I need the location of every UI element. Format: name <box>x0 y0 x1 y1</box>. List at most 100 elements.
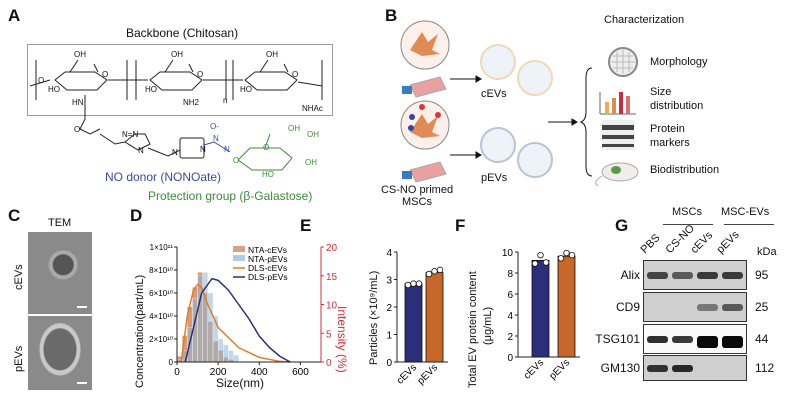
ytick-label: 4 <box>507 311 513 322</box>
band <box>722 336 743 348</box>
d-ytick-label: 2×10¹⁰ <box>149 335 173 344</box>
d-xlabel: Size(nm) <box>216 376 265 390</box>
item-protein-markers: Protein markers <box>650 123 690 149</box>
primed-cell-icon <box>400 100 450 150</box>
protection-group-label: Protection group (β-Galastose) <box>148 189 313 203</box>
legend-swatch <box>233 246 245 252</box>
d-ylabel: Concentration(part/mL) <box>134 274 146 388</box>
protein-label: CD9 <box>615 300 640 314</box>
pev-vesicles-icon <box>480 127 553 178</box>
legend-swatch <box>233 255 245 261</box>
bar-pevs <box>425 272 444 363</box>
kda-value: 25 <box>755 300 769 314</box>
band <box>672 336 693 343</box>
tem-title: TEM <box>48 217 72 229</box>
item-morphology: Morphology <box>650 56 708 68</box>
line-dls-pevs <box>184 277 291 363</box>
mouse-icon <box>595 162 639 187</box>
mscs-divider <box>663 224 713 225</box>
characterization-title: Characterization <box>604 14 685 26</box>
primed-mscs-label: CS-NO primed MSCs <box>372 184 462 208</box>
d-y2tick-label: 5 <box>326 329 332 340</box>
data-point <box>542 259 550 266</box>
grid-icon <box>608 47 638 77</box>
chitosan-structure <box>29 59 323 171</box>
d-y2label: Intensity (%) <box>335 306 349 373</box>
item-size-distribution: Size distribution <box>650 86 704 112</box>
kda-label: kDa <box>757 246 777 258</box>
data-point <box>563 249 570 257</box>
blot-alix <box>643 260 747 290</box>
pevs-label: pEVs <box>481 172 508 184</box>
backbone-title: Backbone (Chitosan) <box>126 26 239 40</box>
protein-label: Alix <box>620 268 640 282</box>
item-biodistribution: Biodistribution <box>650 164 720 176</box>
band <box>672 365 693 372</box>
band <box>697 272 718 279</box>
blot-gm130 <box>643 355 747 381</box>
xtick-label-cevs: cEVs <box>395 362 419 386</box>
hist-bar-nta-pevs <box>233 354 239 363</box>
panel-label-d: D <box>130 206 143 225</box>
f-ylabel-unit: (μg/mL) <box>482 306 494 345</box>
d-xtick-label: 200 <box>210 367 227 378</box>
blot-cd9 <box>643 292 747 322</box>
bar-cevs <box>531 259 550 358</box>
blot-tsg101 <box>643 324 747 354</box>
ytick-label: 2 <box>507 332 513 343</box>
d-ytick-label: 1×10¹¹ <box>150 243 174 252</box>
cev-vesicles-icon <box>480 44 553 96</box>
band <box>722 304 743 311</box>
band <box>672 272 693 279</box>
data-point <box>568 251 576 259</box>
ytick-label: 2 <box>386 303 392 314</box>
bar-cevs <box>404 283 423 363</box>
xtick-label-pevs: pEVs <box>547 357 572 382</box>
hist-bar-nta-pevs <box>223 344 229 363</box>
band <box>647 365 668 372</box>
data-point <box>431 268 438 275</box>
f-ylabel: Total EV protein content <box>467 271 479 388</box>
d-ytick-label: 8×10¹⁰ <box>149 266 173 275</box>
d-y2tick-label: 0 <box>326 358 332 369</box>
data-point <box>415 280 423 287</box>
ytick-label: 6 <box>507 290 513 301</box>
ytick-label: 10 <box>502 248 514 259</box>
brace <box>579 67 593 177</box>
band <box>647 336 668 343</box>
d-xtick-label: 0 <box>174 367 180 378</box>
data-point <box>537 251 544 259</box>
hist-bar-nta-pevs <box>217 338 224 363</box>
group-mscs: MSCs <box>672 206 702 218</box>
cevs-label: cEVs <box>481 88 507 100</box>
primed-flask-icon <box>402 161 447 183</box>
kda-value: 112 <box>755 361 775 375</box>
data-point <box>410 280 417 287</box>
panel-label-a: A <box>8 6 21 25</box>
band <box>697 336 718 348</box>
control-flask-icon <box>402 76 447 98</box>
protein-bands-icon <box>602 120 634 150</box>
protein-label: TSG101 <box>595 332 640 346</box>
tem-image-cevs <box>28 232 92 314</box>
data-point <box>425 270 433 278</box>
mscs-label: MSCs <box>402 196 432 208</box>
primed-label: CS-NO primed <box>380 184 454 196</box>
ytick-label: 4 <box>386 248 392 259</box>
legend-label: NTA-cEVs <box>248 245 287 255</box>
data-point <box>404 281 412 289</box>
band <box>722 272 743 279</box>
d-y2tick-label: 15 <box>326 272 338 283</box>
ytick-label: 8 <box>507 269 513 280</box>
ytick-label: 0 <box>507 353 513 364</box>
bar-pevs <box>557 255 576 358</box>
data-point <box>436 266 444 274</box>
panel-label-e: E <box>300 216 312 235</box>
legend-label: NTA-pEVs <box>248 254 288 264</box>
d-xtick-label: 400 <box>251 367 268 378</box>
kda-value: 44 <box>755 332 769 346</box>
tem-image-pevs <box>28 316 92 390</box>
legend-label: DLS-pEVs <box>248 272 288 282</box>
group-msc-evs: MSC-EVs <box>721 206 770 218</box>
workflow-schematic <box>400 20 639 187</box>
